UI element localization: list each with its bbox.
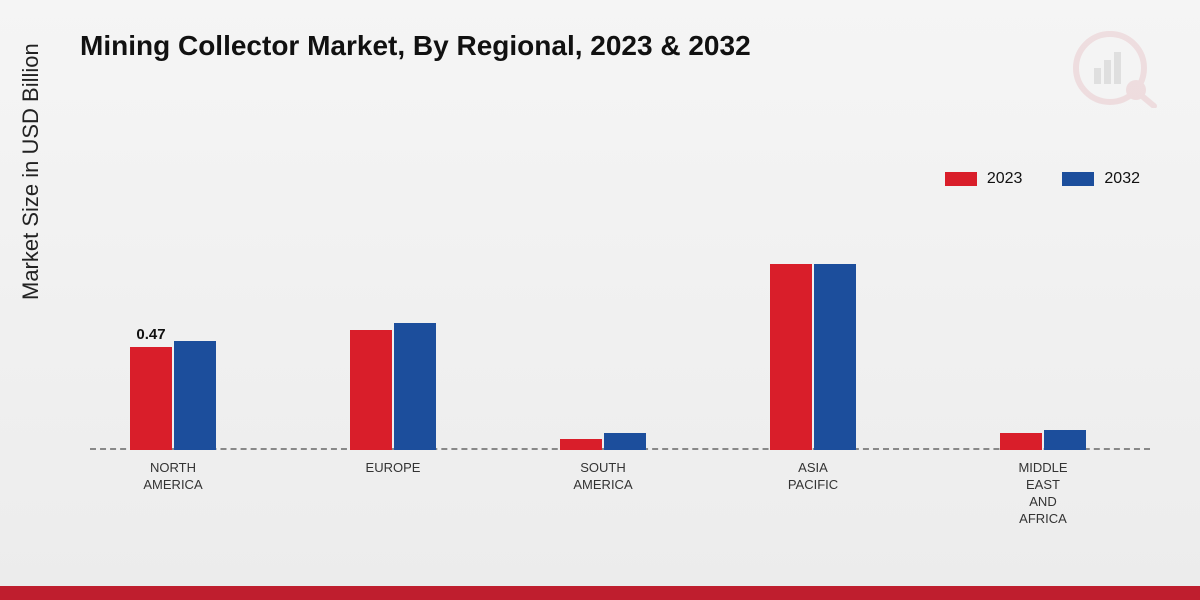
x-axis-label: SOUTH AMERICA	[573, 460, 632, 494]
bar-2023: 0.47	[130, 347, 172, 450]
bar-2023	[1000, 433, 1042, 451]
swatch-blue	[1062, 172, 1094, 186]
bar-2032	[394, 323, 436, 450]
x-axis-label: MIDDLE EAST AND AFRICA	[1018, 460, 1067, 528]
plot-area: 0.47NORTH AMERICA EUROPE SOUTH AMERICA ASIA…	[90, 100, 1150, 450]
bar-2023	[560, 439, 602, 450]
x-axis-label: NORTH AMERICA	[143, 460, 202, 494]
legend-item-2023: 2023	[945, 170, 1023, 188]
x-axis-label: ASIA PACIFIC	[788, 460, 838, 494]
bar-group: MIDDLE EAST AND AFRICA	[1000, 430, 1086, 450]
bar-2032	[1044, 430, 1086, 450]
legend-label-b: 2032	[1104, 170, 1140, 188]
bar-group: 0.47NORTH AMERICA	[130, 341, 216, 450]
legend-item-2032: 2032	[1062, 170, 1140, 188]
bar-group: SOUTH AMERICA	[560, 433, 646, 451]
bar-group: EUROPE	[350, 323, 436, 450]
bar-2023	[770, 264, 812, 450]
bar-value-label: 0.47	[136, 326, 165, 343]
y-axis-label: Market Size in USD Billion	[18, 43, 44, 300]
legend-label-a: 2023	[987, 170, 1023, 188]
bar-2023	[350, 330, 392, 450]
swatch-red	[945, 172, 977, 186]
bar-2032	[814, 264, 856, 450]
x-axis-label: EUROPE	[366, 460, 421, 477]
bar-group: ASIA PACIFIC	[770, 264, 856, 450]
chart-title: Mining Collector Market, By Regional, 20…	[80, 30, 751, 62]
footer-accent-bar	[0, 586, 1200, 600]
bar-2032	[174, 341, 216, 450]
legend: 2023 2032	[945, 170, 1140, 188]
bar-2032	[604, 433, 646, 451]
